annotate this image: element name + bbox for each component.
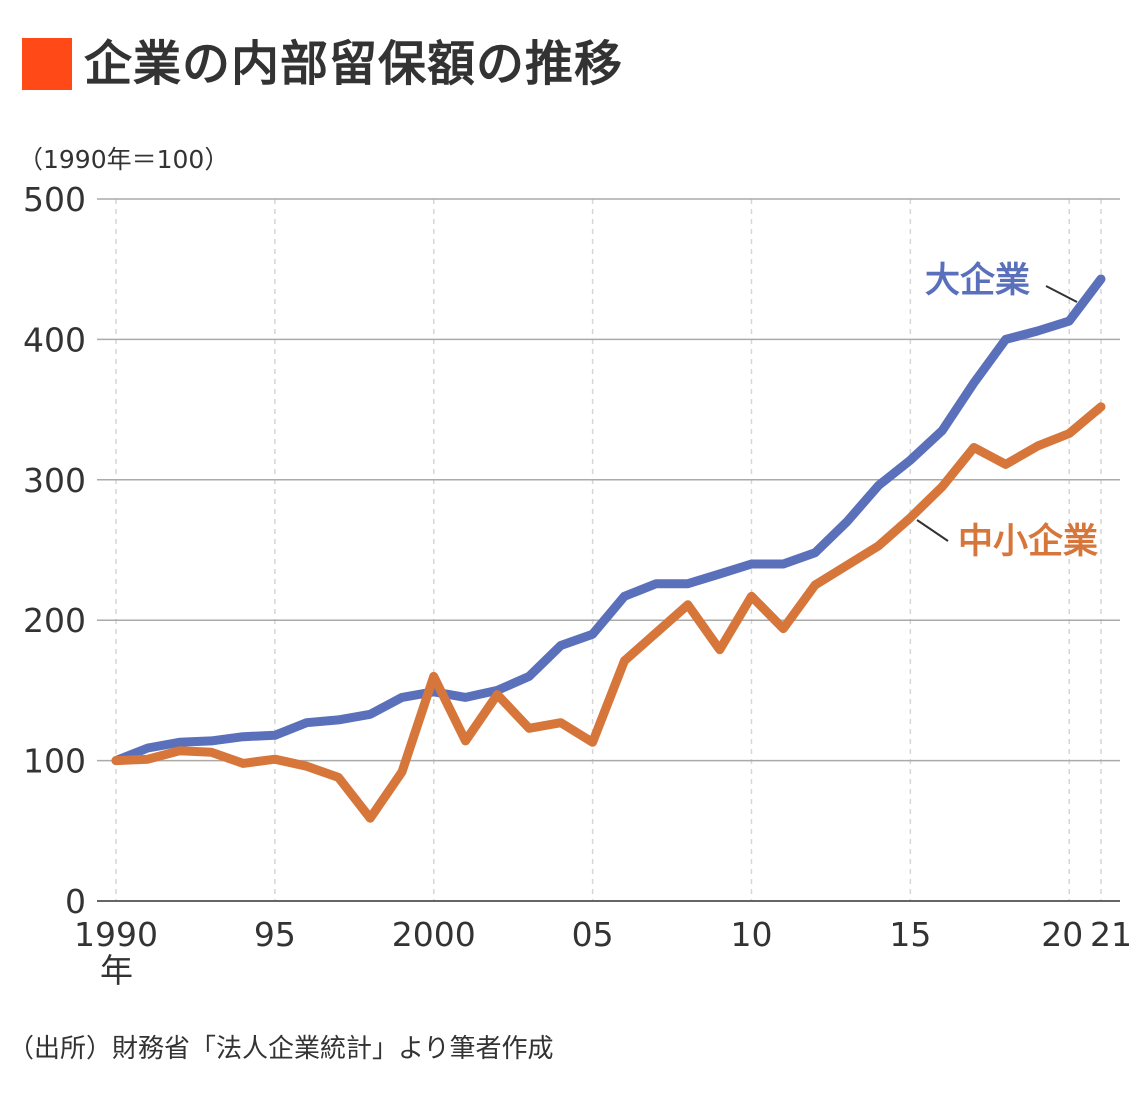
- x-tick-label-20: 20: [1041, 915, 1083, 954]
- source-note: （出所）財務省「法人企業統計」より筆者作成: [8, 1034, 554, 1064]
- series-line-small: [111, 402, 1106, 823]
- series-lines: [111, 274, 1106, 823]
- leader-line-small: [916, 519, 949, 542]
- leader-line-large: [1045, 285, 1078, 303]
- series-label-large: 大企業: [925, 260, 1030, 301]
- x-axis-tick-labels: 1990年 95 2000 05 10 15 20 21: [74, 915, 1132, 990]
- unit-note: （1990年＝100）: [18, 145, 230, 174]
- y-tick-label-500: 500: [23, 180, 86, 219]
- x-tick-label-21: 21: [1090, 915, 1132, 954]
- series-line-large: [111, 274, 1106, 766]
- vertical-gridlines: [115, 199, 1102, 901]
- y-tick-label-300: 300: [23, 461, 86, 500]
- y-tick-label-0: 0: [65, 882, 86, 921]
- y-tick-label-400: 400: [23, 320, 86, 359]
- x-tick-label-15: 15: [889, 915, 931, 954]
- series-label-small: 中小企業: [958, 521, 1098, 562]
- x-tick-label-10: 10: [730, 915, 772, 954]
- x-tick-label-05: 05: [572, 915, 614, 954]
- title-block: 企業の内部留保額の推移: [22, 38, 623, 90]
- x-tick-label-1990: 1990: [74, 915, 158, 954]
- x-tick-label-95: 95: [254, 915, 296, 954]
- y-tick-label-100: 100: [23, 742, 86, 781]
- x-tick-label-2000: 2000: [392, 915, 476, 954]
- y-tick-label-200: 200: [23, 601, 86, 640]
- y-axis-tick-labels: 0 100 200 300 400 500: [23, 180, 86, 921]
- title-accent-square: [22, 38, 72, 90]
- x-tick-sublabel-year: 年: [100, 951, 133, 990]
- chart-title: 企業の内部留保額の推移: [84, 36, 624, 92]
